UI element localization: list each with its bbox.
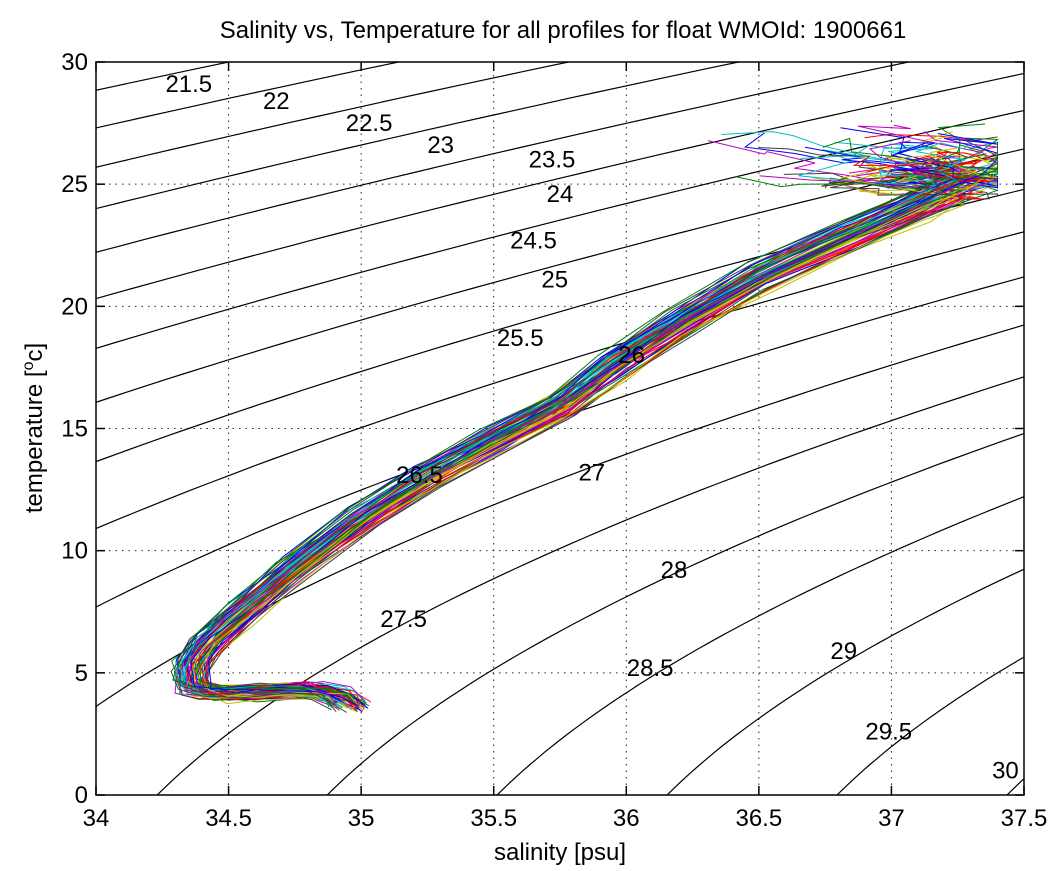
profile-line <box>203 162 998 709</box>
profile-line <box>183 177 998 707</box>
profile-line <box>190 133 998 707</box>
profile-line <box>172 137 950 708</box>
chart-title: Salinity vs, Temperature for all profile… <box>220 17 907 44</box>
x-axis-label: salinity [psu] <box>494 839 626 866</box>
isopycnal-line <box>96 72 1024 300</box>
isopycnal-label: 23.5 <box>529 147 576 174</box>
y-tick-label: 15 <box>61 416 88 443</box>
x-tick-label: 34.5 <box>205 805 252 832</box>
y-tick-label: 10 <box>61 538 88 565</box>
y-axis-label-degree: o <box>20 361 37 370</box>
profile-line <box>179 158 998 706</box>
y-axis-label: temperature [oc] <box>20 343 48 513</box>
profile-line <box>184 140 954 711</box>
isopycnal-line <box>96 62 742 210</box>
y-tick-labels: 0 5 10 15 20 25 30 <box>61 49 88 809</box>
isopycnal-label: 27 <box>578 459 605 486</box>
profile-line <box>192 123 986 701</box>
isopycnal-label: 29 <box>830 638 857 665</box>
y-tick-label: 30 <box>61 49 88 76</box>
isopycnal-label: 28 <box>661 557 688 584</box>
isopycnal-label: 22 <box>263 88 290 115</box>
isopycnal-line <box>96 324 1024 708</box>
isopycnal-label: 29.5 <box>865 718 912 745</box>
isopycnal-line <box>496 496 1024 795</box>
x-tick-label: 36 <box>613 805 640 832</box>
axis-ticks <box>95 61 1025 796</box>
profile-line <box>180 141 957 705</box>
profile-line <box>199 154 986 712</box>
y-tick-label: 25 <box>61 171 88 198</box>
profile-line <box>195 174 973 713</box>
y-tick-label: 20 <box>61 293 88 320</box>
isopycnal-label: 25.5 <box>497 325 544 352</box>
profile-line <box>184 147 959 712</box>
isopycnal-line <box>96 109 1024 349</box>
isopycnal-label: 30 <box>992 758 1019 785</box>
profile-line <box>207 146 998 709</box>
x-tick-label: 35 <box>348 805 375 832</box>
profile-line <box>185 166 998 708</box>
profile-line <box>196 176 963 708</box>
isopycnal-label: 22.5 <box>346 110 393 137</box>
y-tick-label: 5 <box>75 660 88 687</box>
profile-line <box>188 161 998 713</box>
x-tick-label: 34 <box>83 805 110 832</box>
profile-lines <box>170 123 999 713</box>
profile-line <box>202 178 998 709</box>
x-tick-label: 37.5 <box>1001 805 1048 832</box>
isopycnal-label: 28.5 <box>627 655 674 682</box>
x-tick-labels: 34 34.5 35 35.5 36 36.5 37 37.5 <box>83 805 1048 832</box>
x-tick-label: 35.5 <box>470 805 517 832</box>
y-tick-label: 0 <box>75 782 88 809</box>
y-axis-label-main: temperature [ <box>21 370 48 513</box>
profile-line <box>204 181 990 709</box>
profile-line <box>173 172 946 711</box>
isopycnal-label: 26.5 <box>396 462 443 489</box>
isopycnal-label: 26 <box>618 342 645 369</box>
isopycnal-label: 24 <box>547 181 574 208</box>
isopycnal-line <box>836 656 1024 795</box>
isopycnal-label: 21.5 <box>165 71 212 98</box>
profile-line <box>193 171 998 710</box>
isopycnal-line <box>96 62 912 253</box>
isopycnal-line <box>96 188 1024 463</box>
profile-line <box>201 157 998 708</box>
isopycnal-label: 24.5 <box>510 227 557 254</box>
profile-line <box>186 169 978 704</box>
profile-line <box>204 168 998 707</box>
y-axis-label-unit: c] <box>21 343 48 362</box>
isopycnal-label: 23 <box>427 132 454 159</box>
isopycnal-label: 25 <box>541 266 568 293</box>
x-tick-label: 36.5 <box>735 805 782 832</box>
x-tick-label: 37 <box>878 805 905 832</box>
profile-line <box>197 151 982 705</box>
isopycnal-labels: 21.5 22 22.5 23 23.5 24 24.5 25 25.5 26 26.5 27 27.5… <box>165 71 1018 785</box>
isopycnal-line <box>666 568 1024 795</box>
isopycnal-line <box>326 432 1024 795</box>
profile-line <box>198 142 998 704</box>
profile-line <box>186 175 957 709</box>
isopycnal-line <box>96 62 232 91</box>
isopycnal-line <box>96 231 1024 530</box>
isopycnal-label: 27.5 <box>380 606 427 633</box>
